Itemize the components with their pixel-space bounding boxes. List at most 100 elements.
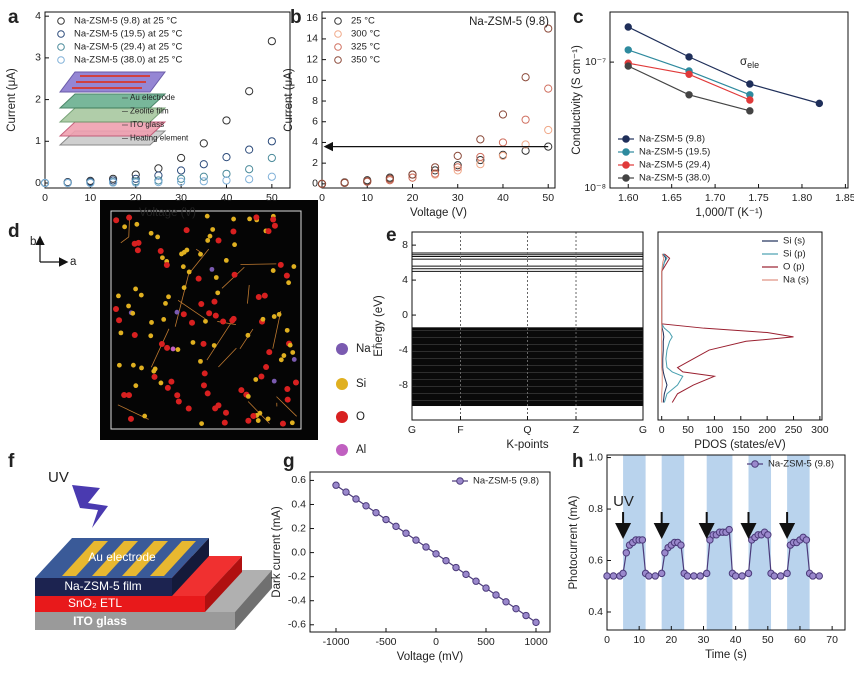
data-point [222,169,231,178]
x-axis-label: K-points [506,439,548,451]
atom [198,358,203,364]
atom [206,310,213,317]
y-tick-label: 0.4 [588,606,603,618]
atom [200,340,207,347]
x-tick-label: 0 [42,192,48,204]
atom [149,320,154,325]
bond [239,328,254,350]
atom [138,292,144,298]
atom [155,234,161,240]
atom [271,378,277,384]
annotation: Na-ZSM-5 (9.8) [469,16,549,28]
atom [186,269,192,275]
x-tick-label: G [408,424,416,436]
atom [271,222,278,229]
atom [255,418,261,423]
atom [180,264,186,270]
bond [206,323,232,361]
data-point [131,178,140,187]
legend-label: Na-ZSM-5 (29.4) at 25 °C [74,42,182,53]
atom [279,420,286,427]
data-point [352,495,360,503]
data-point [422,543,430,551]
bond [174,303,182,327]
data-point [746,96,754,104]
y-tick-label: 3 [35,52,41,64]
data-point [815,572,823,580]
data-point [624,23,632,31]
data-point [372,508,380,517]
data-point [624,46,632,54]
annotation-subscript: ele [747,60,759,70]
x-tick-label: 20 [130,192,142,204]
structure-legend: Na⁺ Si O Al [336,343,377,456]
data-point [685,70,693,79]
x-tick-label: 200 [758,424,776,436]
data-point [453,166,462,175]
layer-label: SnO₂ ETL [68,596,122,610]
legend-marker [57,43,65,51]
data-point [498,138,508,147]
atom [139,365,144,371]
atom [133,383,139,389]
atom [253,214,260,221]
data-point [809,572,817,580]
x-tick-label: 150 [732,424,750,436]
atom [134,247,141,254]
atom [113,217,120,224]
legend-marker [751,460,759,468]
atom [215,290,221,296]
x-tick-label: 20 [407,192,419,204]
x-tick-label: 50 [682,424,694,436]
atom [205,238,211,243]
legend-label: Si (p) [783,249,806,260]
atom [283,272,290,279]
atom [255,294,262,301]
bond [247,284,250,304]
data-point [452,563,460,572]
legend-label: Si (s) [783,236,805,247]
y-tick-label: 16 [306,12,318,24]
data-point [685,91,693,99]
data-point [154,171,163,180]
legend-marker [622,161,630,169]
atom [158,380,164,386]
y-tick-label: 0.4 [291,498,306,510]
y-tick-label: 8 [312,95,318,107]
atom [265,416,271,422]
valence-band [412,327,643,407]
atom [231,271,238,278]
panel-label: h [572,451,584,472]
atom [260,316,266,322]
data-point [431,163,440,172]
y-tick-label: 2 [35,93,41,105]
atom [261,292,268,299]
y-tick-label: 0 [312,178,318,190]
annotation: UV [613,493,634,510]
data-point [683,572,692,580]
legend-marker [622,174,630,182]
panel-label: e [386,225,397,246]
legend-label: Na (s) [783,275,809,286]
x-tick-label: -500 [375,636,396,648]
cell-frame [110,210,302,430]
atom [175,347,181,352]
legend-marker [622,148,630,156]
y-axis-label: Current (μA) [283,68,295,132]
legend-label: Na-ZSM-5 (9.8) [639,134,705,145]
legend-marker [57,30,65,38]
y-tick-label: 0.8 [588,503,603,515]
data-point [267,172,276,181]
data-point [177,174,186,183]
data-point [661,549,669,557]
y-tick-label: 0 [35,177,41,189]
device-diagram [35,485,272,630]
atom [161,317,167,322]
data-point [492,591,500,599]
atom [210,227,216,232]
data-point [342,488,350,496]
y-tick-label: 0.2 [291,522,306,534]
data-point [603,572,611,580]
data-point [703,569,711,578]
atom [230,228,237,235]
